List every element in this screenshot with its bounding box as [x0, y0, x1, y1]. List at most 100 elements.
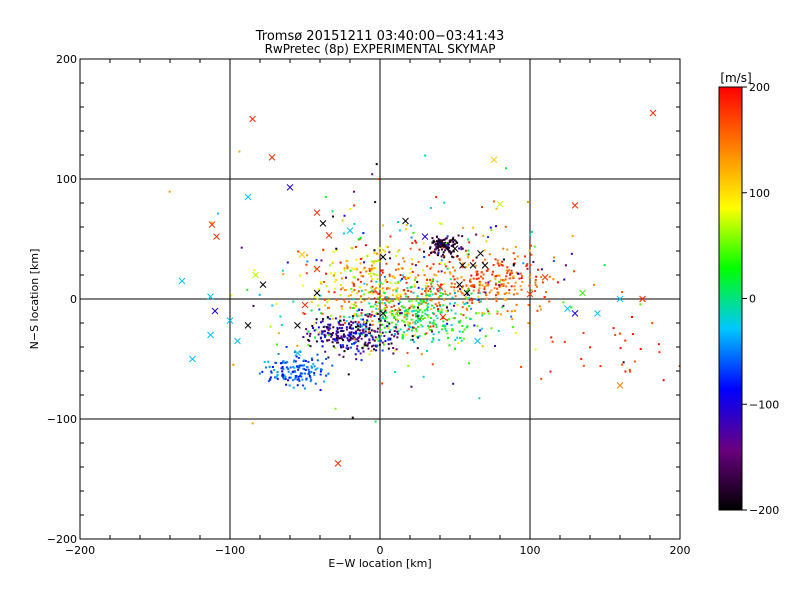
scatter-point	[443, 201, 446, 204]
scatter-point	[425, 282, 428, 285]
scatter-point	[420, 302, 423, 305]
scatter-point	[439, 244, 442, 247]
scatter-point	[463, 328, 466, 331]
scatter-point	[366, 327, 369, 330]
scatter-point	[506, 272, 509, 275]
scatter-point	[316, 359, 319, 362]
scatter-point	[373, 260, 376, 263]
scatter-point	[368, 313, 371, 316]
scatter-point	[307, 338, 310, 341]
scatter-point	[275, 361, 278, 364]
scatter-point	[658, 351, 661, 354]
scatter-point	[388, 322, 391, 325]
scatter-point	[335, 332, 338, 335]
scatter-point	[502, 283, 505, 286]
scatter-point	[374, 267, 377, 270]
scatter-point	[349, 335, 352, 338]
cross-marker	[208, 221, 216, 228]
scatter-point	[466, 293, 469, 296]
scatter-point	[371, 336, 374, 339]
scatter-point	[355, 313, 358, 316]
scatter-point	[449, 278, 452, 281]
scatter-point	[456, 254, 459, 257]
scatter-point	[360, 274, 363, 277]
scatter-point	[442, 298, 445, 301]
scatter-point	[556, 281, 559, 284]
scatter-point	[513, 257, 516, 260]
scatter-point	[313, 371, 316, 374]
scatter-point	[440, 294, 443, 297]
scatter-point	[362, 275, 365, 278]
scatter-point	[415, 241, 418, 244]
scatter-point	[348, 300, 351, 303]
scatter-point	[441, 242, 444, 245]
scatter-point	[487, 268, 490, 271]
scatter-point	[323, 298, 326, 301]
scatter-point	[361, 329, 364, 332]
scatter-point	[432, 263, 435, 266]
scatter-point	[624, 339, 627, 342]
scatter-point	[480, 327, 483, 330]
scatter-point	[352, 303, 355, 306]
scatter-point	[445, 306, 448, 309]
scatter-point	[336, 327, 339, 330]
scatter-point	[378, 247, 381, 250]
scatter-point	[403, 310, 406, 313]
scatter-point	[358, 329, 361, 332]
scatter-point	[379, 294, 382, 297]
scatter-point	[430, 285, 433, 288]
scatter-point	[387, 337, 390, 340]
scatter-point	[431, 322, 434, 325]
scatter-point	[445, 242, 448, 245]
scatter-point	[451, 328, 454, 331]
scatter-point	[300, 364, 303, 367]
scatter-point	[382, 343, 385, 346]
scatter-point	[347, 373, 350, 376]
scatter-point	[491, 273, 494, 276]
scatter-point	[359, 236, 362, 239]
scatter-point	[314, 368, 317, 371]
scatter-point	[624, 370, 627, 373]
scatter-point	[391, 312, 394, 315]
scatter-point	[356, 292, 359, 295]
scatter-point	[412, 231, 415, 234]
scatter-point	[355, 330, 358, 333]
scatter-point	[548, 275, 551, 278]
scatter-point	[320, 259, 323, 262]
scatter-point	[404, 228, 407, 231]
scatter-point	[511, 318, 514, 321]
scatter-point	[384, 340, 387, 343]
scatter-point	[504, 225, 507, 228]
scatter-point	[369, 291, 372, 294]
scatter-point	[294, 360, 297, 363]
scatter-point	[345, 264, 348, 267]
scatter-point	[410, 299, 413, 302]
scatter-point	[370, 334, 373, 337]
scatter-point	[357, 314, 360, 317]
scatter-point	[271, 365, 274, 368]
scatter-point	[393, 330, 396, 333]
scatter-point	[501, 260, 504, 263]
scatter-point	[346, 267, 349, 270]
scatter-point	[422, 300, 425, 303]
scatter-point	[536, 309, 539, 312]
scatter-point	[405, 309, 408, 312]
scatter-point	[497, 329, 500, 332]
scatter-point	[332, 215, 335, 218]
scatter-point	[492, 200, 495, 203]
scatter-point	[310, 366, 313, 369]
scatter-point	[446, 319, 449, 322]
scatter-point	[438, 301, 441, 304]
scatter-point	[496, 312, 499, 315]
scatter-point	[369, 305, 372, 308]
scatter-point	[416, 296, 419, 299]
scatter-point	[429, 280, 432, 283]
scatter-point	[423, 309, 426, 312]
scatter-point	[480, 271, 483, 274]
scatter-point	[355, 332, 358, 335]
scatter-point	[444, 265, 447, 268]
scatter-point	[409, 224, 412, 227]
scatter-point	[387, 296, 390, 299]
scatter-point	[440, 283, 443, 286]
